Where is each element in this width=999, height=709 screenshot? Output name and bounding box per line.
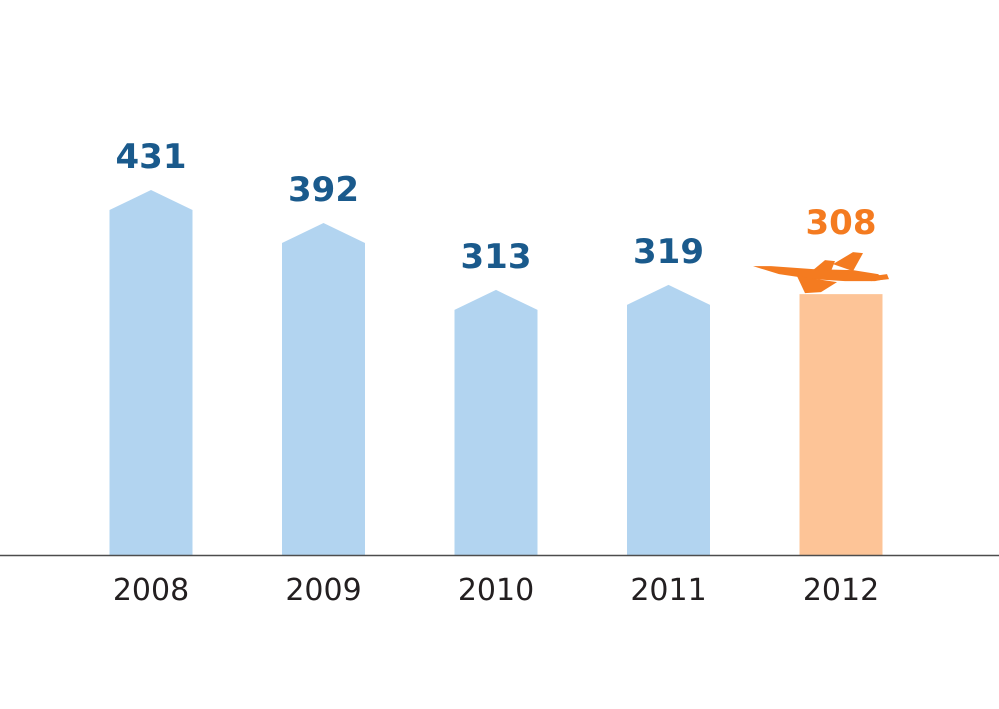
value-label-2009: 392 xyxy=(288,170,359,210)
bar-2011 xyxy=(627,284,710,555)
value-label-2012: 308 xyxy=(806,203,877,243)
category-label-2008: 2008 xyxy=(113,573,189,608)
value-labels-group: 431 392 313 319 308 xyxy=(116,137,877,277)
value-label-2008: 431 xyxy=(116,137,187,177)
category-label-2010: 2010 xyxy=(458,573,534,608)
airplane-part-2 xyxy=(813,260,835,272)
category-label-2009: 2009 xyxy=(285,573,361,608)
bar-2010 xyxy=(454,289,538,555)
bars-group xyxy=(109,190,883,556)
bar-2009 xyxy=(282,223,365,556)
category-label-2012: 2012 xyxy=(803,573,879,608)
category-labels-group: 2008 2009 2010 2011 2012 xyxy=(113,573,879,608)
airplane-part-3 xyxy=(833,252,863,272)
category-label-2011: 2011 xyxy=(630,573,706,608)
airplane-icon xyxy=(753,252,889,294)
value-label-2010: 313 xyxy=(461,237,532,277)
value-label-2011: 319 xyxy=(633,232,704,272)
bar-2008 xyxy=(109,190,193,555)
airplane-part-1 xyxy=(797,276,837,294)
airplane-part-0 xyxy=(753,266,885,282)
bar-2012 xyxy=(799,294,883,555)
airplane-part-4 xyxy=(865,274,889,282)
